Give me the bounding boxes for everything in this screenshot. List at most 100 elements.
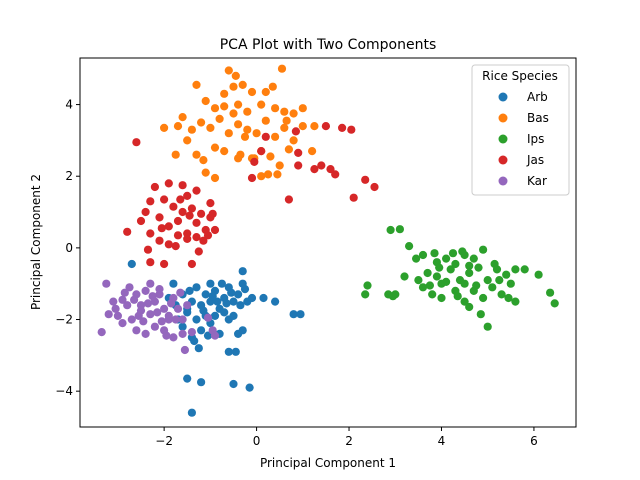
- data-point: [123, 227, 132, 236]
- series-kar: [97, 279, 220, 355]
- y-tick-label: 0: [65, 241, 73, 255]
- legend-label: Arb: [527, 90, 548, 104]
- y-tick-label: −2: [55, 313, 73, 327]
- data-point: [268, 82, 277, 91]
- data-point: [157, 317, 166, 326]
- data-point: [167, 299, 176, 308]
- data-point: [153, 308, 162, 317]
- data-point: [173, 231, 183, 240]
- data-point: [284, 195, 293, 204]
- data-point: [425, 281, 434, 290]
- data-point: [187, 259, 196, 269]
- data-point: [331, 170, 340, 179]
- data-point: [261, 132, 270, 141]
- data-point: [338, 123, 347, 132]
- data-point: [495, 276, 504, 285]
- data-point: [234, 290, 243, 299]
- data-point: [190, 336, 199, 346]
- data-point: [97, 328, 106, 337]
- data-point: [483, 322, 492, 331]
- data-point: [317, 161, 326, 170]
- data-point: [465, 261, 474, 270]
- data-point: [146, 197, 155, 206]
- legend-marker: [498, 113, 508, 123]
- data-point: [388, 292, 397, 301]
- data-point: [291, 127, 300, 136]
- data-point: [229, 82, 238, 91]
- data-point: [201, 168, 210, 177]
- data-point: [160, 123, 169, 132]
- data-point: [210, 143, 220, 152]
- data-point: [206, 199, 215, 208]
- legend-items: Arb Bas Ips Jas Kar: [498, 90, 549, 188]
- data-point: [134, 311, 143, 320]
- data-point: [298, 122, 307, 131]
- data-point: [183, 191, 192, 200]
- data-point: [460, 279, 469, 288]
- data-point: [261, 116, 270, 125]
- legend-marker: [498, 92, 508, 102]
- data-point: [446, 265, 455, 274]
- data-point: [169, 279, 178, 288]
- data-point: [213, 297, 222, 306]
- data-point: [132, 138, 141, 147]
- x-tick-label: 2: [345, 434, 353, 448]
- x-tick-label: 6: [530, 434, 538, 448]
- data-point: [418, 283, 428, 292]
- data-point: [234, 100, 243, 109]
- data-point: [187, 125, 196, 134]
- data-point: [155, 236, 164, 245]
- data-point: [271, 132, 280, 141]
- data-point: [183, 136, 192, 145]
- y-tick-label: 4: [65, 98, 73, 112]
- data-point: [363, 281, 372, 290]
- data-point: [141, 207, 150, 217]
- series-jas: [123, 122, 379, 269]
- data-point: [141, 286, 150, 295]
- data-point: [453, 292, 462, 301]
- data-point: [229, 379, 238, 389]
- data-point: [326, 165, 335, 174]
- data-point: [224, 129, 233, 138]
- data-point: [229, 311, 238, 320]
- data-point: [220, 89, 229, 98]
- data-point: [164, 222, 173, 231]
- data-point: [349, 193, 358, 202]
- data-point: [194, 247, 203, 256]
- data-point: [261, 87, 270, 97]
- series-ips: [361, 225, 559, 331]
- legend-label: Bas: [527, 111, 549, 125]
- data-point: [192, 150, 201, 159]
- data-point: [252, 129, 261, 138]
- data-point: [183, 234, 192, 243]
- data-point: [118, 319, 127, 328]
- y-axis-label: Principal Component 2: [29, 174, 43, 310]
- data-point: [418, 250, 428, 260]
- data-point: [240, 285, 250, 294]
- data-point: [231, 347, 240, 356]
- data-point: [294, 161, 303, 170]
- data-point: [227, 288, 236, 297]
- data-point: [197, 378, 206, 387]
- data-point: [203, 231, 213, 240]
- data-point: [171, 242, 180, 251]
- data-point: [520, 265, 529, 274]
- data-point: [224, 66, 233, 75]
- data-point: [506, 279, 515, 288]
- data-point: [220, 308, 229, 317]
- data-point: [197, 326, 206, 335]
- data-point: [217, 279, 226, 288]
- data-point: [294, 148, 303, 157]
- data-point: [109, 297, 118, 306]
- data-point: [275, 161, 284, 170]
- data-point: [289, 310, 298, 319]
- legend: Rice Species Arb Bas Ips Jas Kar: [471, 64, 570, 196]
- data-point: [143, 245, 153, 254]
- data-point: [203, 331, 213, 340]
- data-point: [502, 270, 511, 279]
- data-point: [197, 209, 206, 218]
- data-point: [458, 247, 467, 256]
- data-point: [361, 175, 370, 184]
- data-point: [146, 279, 155, 288]
- data-point: [310, 122, 319, 131]
